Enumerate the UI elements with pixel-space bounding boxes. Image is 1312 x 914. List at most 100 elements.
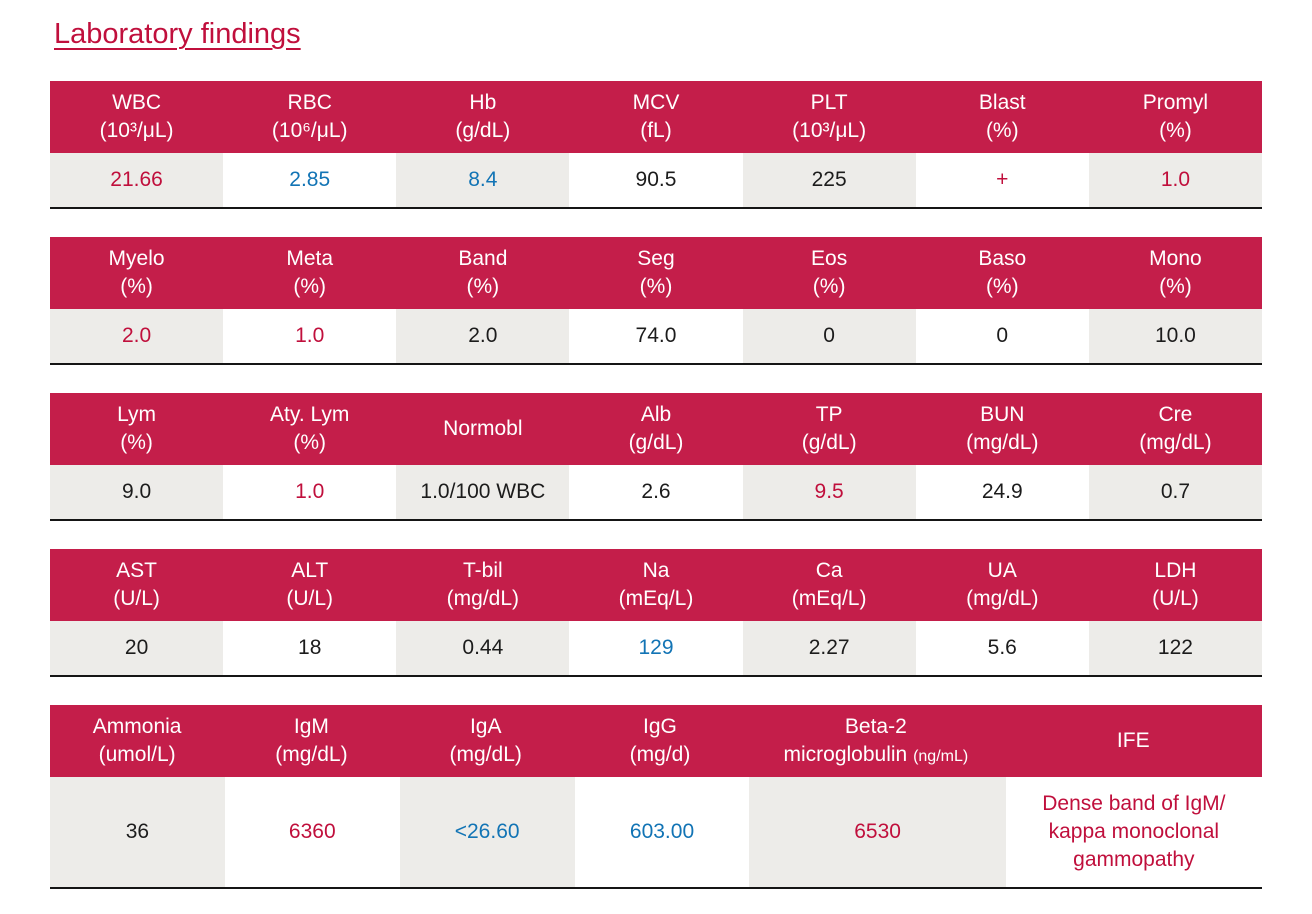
unit-text: microglobulin — [783, 743, 908, 766]
unit-text: (mg/dL) — [275, 743, 348, 766]
column-unit: (%) — [986, 273, 1019, 301]
column-name: BUN — [980, 403, 1025, 427]
value-cell: 21.66 — [50, 153, 224, 207]
column-header: Cre (mg/dL) — [1089, 393, 1262, 465]
column-unit: (%) — [293, 273, 326, 301]
column-header: UA (mg/dL) — [916, 549, 1089, 621]
value-cell: 0 — [742, 309, 916, 363]
value-text: 74.0 — [635, 324, 677, 348]
value-text: Dense band of IgM/ kappa monoclonal gamm… — [1042, 792, 1226, 871]
column-unit: (mg/dL) — [966, 429, 1038, 457]
column-unit: (mEq/L) — [792, 585, 867, 613]
value-text: 10.0 — [1154, 324, 1196, 348]
value-text: 24.9 — [981, 480, 1023, 504]
unit-text: (mg/dL) — [446, 587, 520, 610]
column-unit: (mg/d) — [630, 741, 691, 769]
column-unit: (%) — [1159, 273, 1192, 301]
value-text: 1.0 — [295, 324, 325, 348]
value-cell: 90.5 — [569, 153, 743, 207]
column-header: Aty. Lym (%) — [223, 393, 396, 465]
column-name: MCV — [632, 91, 680, 115]
value-cell: 1.0 — [223, 465, 397, 519]
column-header: BUN (mg/dL) — [916, 393, 1089, 465]
value-cell: + — [915, 153, 1089, 207]
column-unit: (g/dL) — [802, 429, 857, 457]
column-name: WBC — [112, 91, 162, 115]
unit-text: (mEq/L) — [791, 587, 867, 610]
value-cell: 2.0 — [50, 309, 224, 363]
column-unit: (umol/L) — [99, 741, 176, 769]
table-value-row: 36 6360 <26.60 603.00 6530 Dense band of IgM/… — [50, 777, 1262, 887]
column-unit: (%) — [467, 273, 500, 301]
column-header: IgG (mg/d) — [573, 705, 747, 777]
value-cell: 5.6 — [915, 621, 1089, 675]
column-name: IgM — [293, 715, 329, 739]
table-header-row: Ammonia (umol/L) IgM (mg/dL) IgA (mg/dL) IgG (m… — [50, 705, 1262, 777]
value-text: <26.60 — [454, 819, 520, 843]
table-value-row: 20 18 0.44 129 2.27 5.6 122 — [50, 621, 1262, 675]
column-unit: (%) — [293, 429, 326, 457]
value-text: 21.66 — [110, 168, 163, 192]
page: Laboratory findings WBC (10³/μL) RBC (10⁶/μ… — [50, 16, 1262, 889]
column-header: Seg (%) — [569, 237, 742, 309]
column-header: Lym (%) — [50, 393, 223, 465]
value-cell: 24.9 — [915, 465, 1089, 519]
table-value-row: 9.0 1.0 1.0/100 WBC 2.6 9.5 24.9 0.7 — [50, 465, 1262, 519]
value-cell: 122 — [1088, 621, 1262, 675]
unit-text: (%) — [1159, 275, 1192, 298]
value-text: 0.7 — [1160, 480, 1191, 504]
column-name: Hb — [469, 91, 497, 115]
value-cell: 9.0 — [50, 465, 224, 519]
column-header: Eos (%) — [743, 237, 916, 309]
value-text: 9.0 — [121, 480, 152, 504]
unit-text: (g/dL) — [628, 431, 684, 454]
value-text: 2.0 — [121, 324, 152, 348]
column-name: Mono — [1149, 247, 1202, 271]
column-name: Eos — [811, 247, 848, 271]
column-header: Baso (%) — [916, 237, 1089, 309]
value-cell: 20 — [50, 621, 224, 675]
column-unit: microglobulin (ng/mL) — [783, 741, 968, 769]
unit-text: (U/L) — [1152, 587, 1199, 610]
column-header: RBC (10⁶/μL) — [223, 81, 396, 153]
column-header: IgM (mg/dL) — [224, 705, 398, 777]
column-unit: (10³/μL) — [792, 117, 866, 145]
column-header: MCV (fL) — [569, 81, 742, 153]
column-header: ALT (U/L) — [223, 549, 396, 621]
column-name: Aty. Lym — [270, 403, 350, 427]
column-name: T-bil — [463, 559, 503, 583]
unit-small-text: (ng/mL) — [913, 748, 969, 765]
value-cell: 1.0 — [223, 309, 397, 363]
column-name: Ammonia — [92, 715, 182, 739]
value-cell: 1.0/100 WBC — [396, 465, 570, 519]
value-cell: 603.00 — [574, 777, 750, 887]
value-cell: 2.6 — [569, 465, 743, 519]
column-header: PLT (10³/μL) — [743, 81, 916, 153]
value-cell: 0.7 — [1088, 465, 1262, 519]
unit-text: (mg/dL) — [966, 431, 1039, 454]
column-header: Mono (%) — [1089, 237, 1262, 309]
value-cell: 2.27 — [742, 621, 916, 675]
column-name: Ca — [815, 559, 843, 583]
column-header: AST (U/L) — [50, 549, 223, 621]
column-header: Myelo (%) — [50, 237, 223, 309]
value-cell: 0 — [915, 309, 1089, 363]
value-text: 90.5 — [635, 168, 677, 192]
value-text: 1.0/100 WBC — [420, 480, 546, 504]
lab-table: WBC (10³/μL) RBC (10⁶/μL) Hb (g/dL) MCV (fL) PLT… — [50, 81, 1262, 209]
unit-text: (%) — [120, 431, 153, 454]
column-name: PLT — [810, 91, 848, 115]
column-unit: (%) — [1159, 117, 1192, 145]
unit-text: (%) — [293, 431, 327, 454]
column-unit: (mg/dL) — [447, 585, 519, 613]
column-unit: (%) — [640, 273, 673, 301]
column-name: Baso — [978, 247, 1027, 271]
column-name: Beta-2 — [844, 715, 907, 739]
column-unit: (g/dL) — [629, 429, 684, 457]
column-header: IFE — [1005, 705, 1262, 777]
column-header: Na (mEq/L) — [569, 549, 742, 621]
value-cell: 2.85 — [223, 153, 397, 207]
unit-text: (%) — [1159, 119, 1192, 142]
value-cell: <26.60 — [399, 777, 575, 887]
column-header: Ammonia (umol/L) — [50, 705, 224, 777]
